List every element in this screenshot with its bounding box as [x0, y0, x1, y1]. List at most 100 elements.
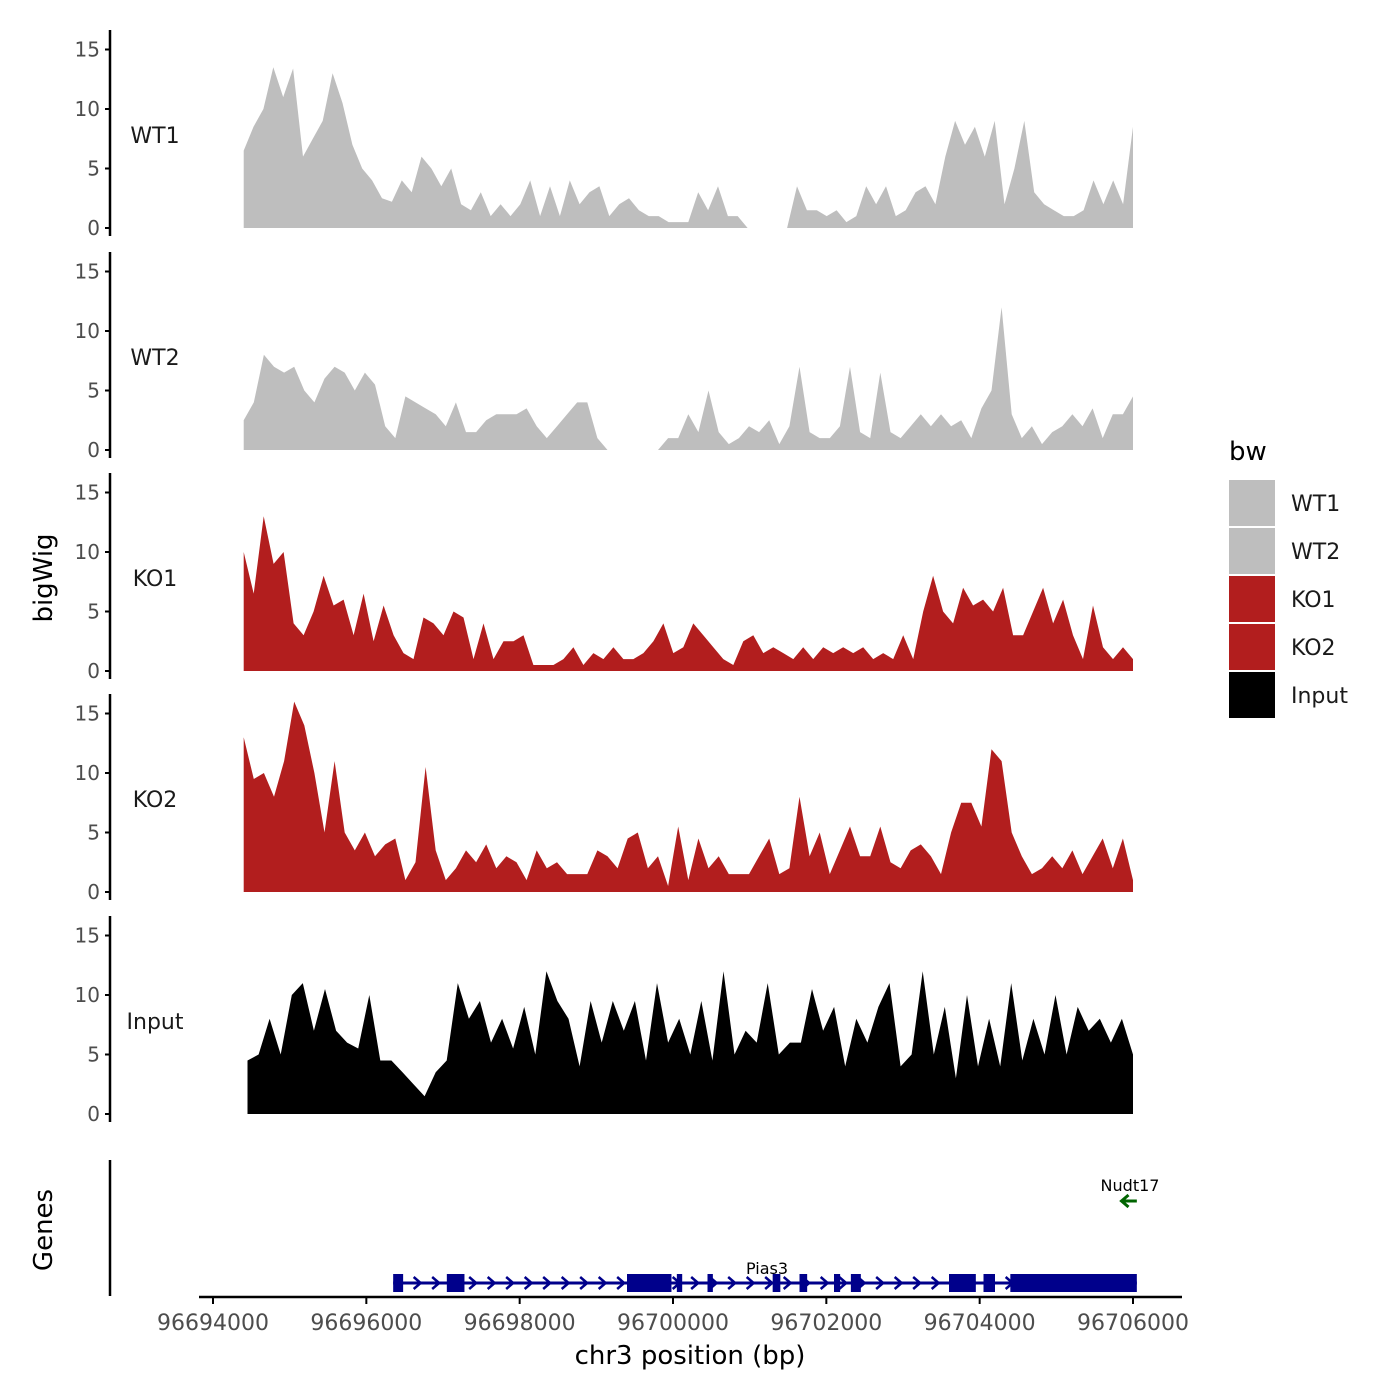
y-tick-label: 5 — [87, 821, 100, 845]
x-axis-title: chr3 position (bp) — [575, 1341, 806, 1371]
y-tick-label: 10 — [75, 983, 100, 1007]
strand-arrow — [523, 1276, 534, 1290]
strand-arrow — [486, 1276, 497, 1290]
legend-swatch-wt2 — [1229, 528, 1275, 574]
x-tick-label: 96700000 — [617, 1311, 729, 1336]
y-tick-label: 15 — [75, 924, 100, 948]
exon-block — [446, 1274, 465, 1292]
genes-axis-title: Genes — [29, 1189, 59, 1271]
y-tick-label: 15 — [75, 481, 100, 505]
exon-block — [676, 1274, 683, 1292]
exon-block — [850, 1274, 861, 1292]
track-ko2: 0 5 10 15 KO2 — [75, 694, 1133, 904]
exon-block — [949, 1274, 976, 1292]
y-tick-label: 5 — [87, 1043, 100, 1067]
y-tick-label: 15 — [75, 38, 100, 62]
strand-arrow — [579, 1276, 590, 1290]
y-tick-label: 10 — [75, 319, 100, 343]
x-tick-label: 96706000 — [1077, 1311, 1189, 1336]
exon-block — [393, 1274, 404, 1292]
strand-arrow — [764, 1276, 775, 1290]
exon-block — [1010, 1274, 1137, 1292]
gene-nudt17: Nudt17 — [1101, 1176, 1160, 1209]
coverage-area-wt1 — [787, 120, 1133, 228]
track-input: 0 5 10 15 Input — [75, 916, 1133, 1126]
coverage-tracks: 0 5 10 15 WT1 0 5 10 15 WT2 0 5 10 15 KO1 0 5 10 15 KO2 0 5 10… — [75, 30, 1133, 1126]
strand-arrow — [930, 1276, 941, 1290]
coverage-area-wt2 — [243, 354, 608, 450]
gene-label: Nudt17 — [1101, 1176, 1160, 1195]
strand-arrow — [616, 1276, 627, 1290]
track-wt1: 0 5 10 15 WT1 — [75, 30, 1133, 240]
track-label: KO2 — [133, 788, 178, 813]
y-tick-label: 0 — [87, 659, 100, 683]
y-tick-label: 0 — [87, 438, 100, 462]
legend-label-wt1: WT1 — [1291, 492, 1340, 517]
strand-arrow — [431, 1276, 442, 1290]
coverage-area-wt2 — [658, 307, 1133, 450]
x-tick-label: 96702000 — [770, 1311, 882, 1336]
gene-track: Pias3 Nudt17 — [108, 1160, 1160, 1296]
strand-arrow — [912, 1276, 923, 1290]
exon-block — [707, 1274, 713, 1292]
legend-swatch-wt1 — [1229, 480, 1275, 526]
y-tick-label: 0 — [87, 880, 100, 904]
strand-arrow — [875, 1276, 886, 1290]
x-tick-label: 96694000 — [157, 1311, 269, 1336]
legend-swatch-ko1 — [1229, 576, 1275, 622]
exon-block — [834, 1274, 841, 1292]
y-axis-title: bigWig — [29, 533, 59, 622]
strand-arrow — [727, 1276, 738, 1290]
legend-label-wt2: WT2 — [1291, 540, 1340, 565]
coverage-area-wt1 — [243, 67, 758, 228]
strand-arrow — [1119, 1193, 1130, 1209]
x-axis: 96694000 96696000 96698000 96700000 96702000… — [157, 1295, 1189, 1336]
y-tick-label: 5 — [87, 600, 100, 624]
coverage-area-input — [247, 971, 1133, 1114]
strand-arrow — [505, 1276, 516, 1290]
track-label: Input — [127, 1010, 184, 1035]
x-tick-label: 96698000 — [464, 1311, 576, 1336]
strand-arrow — [542, 1276, 553, 1290]
strand-arrow — [893, 1276, 904, 1290]
y-tick-label: 5 — [87, 157, 100, 181]
strand-arrow — [468, 1276, 479, 1290]
strand-arrow — [560, 1276, 571, 1290]
coverage-area-ko1 — [243, 516, 1133, 671]
legend-swatch-ko2 — [1229, 624, 1275, 670]
strand-arrow — [690, 1276, 701, 1290]
exon-block — [799, 1274, 808, 1292]
track-label: WT1 — [130, 124, 179, 149]
exon-block — [772, 1274, 781, 1292]
track-wt2: 0 5 10 15 WT2 — [75, 252, 1133, 462]
legend-swatch-input — [1229, 672, 1275, 718]
track-ko1: 0 5 10 15 KO1 — [75, 473, 1133, 683]
x-tick-label: 96696000 — [310, 1311, 422, 1336]
strand-arrow — [819, 1276, 830, 1290]
strand-arrow — [412, 1276, 423, 1290]
legend-label-input: Input — [1291, 684, 1348, 709]
strand-arrow — [782, 1276, 793, 1290]
coverage-area-ko2 — [243, 701, 1133, 892]
exon-block — [627, 1274, 672, 1292]
strand-arrow — [745, 1276, 756, 1290]
legend: bw WT1 WT2 KO1 KO2 Input — [1229, 437, 1348, 718]
y-tick-label: 10 — [75, 97, 100, 121]
y-tick-label: 5 — [87, 379, 100, 403]
legend-title: bw — [1229, 437, 1267, 467]
track-label: WT2 — [130, 346, 179, 371]
strand-arrow — [597, 1276, 608, 1290]
strand-arrow — [838, 1276, 849, 1290]
legend-label-ko2: KO2 — [1291, 636, 1336, 661]
gene-label: Pias3 — [746, 1259, 788, 1278]
y-tick-label: 15 — [75, 702, 100, 726]
y-tick-label: 0 — [87, 1102, 100, 1126]
y-tick-label: 10 — [75, 761, 100, 785]
legend-label-ko1: KO1 — [1291, 588, 1336, 613]
gene-pias3: Pias3 — [393, 1259, 1137, 1292]
x-tick-label: 96704000 — [924, 1311, 1036, 1336]
exon-block — [983, 1274, 995, 1292]
y-tick-label: 0 — [87, 216, 100, 240]
track-label: KO1 — [133, 567, 178, 592]
